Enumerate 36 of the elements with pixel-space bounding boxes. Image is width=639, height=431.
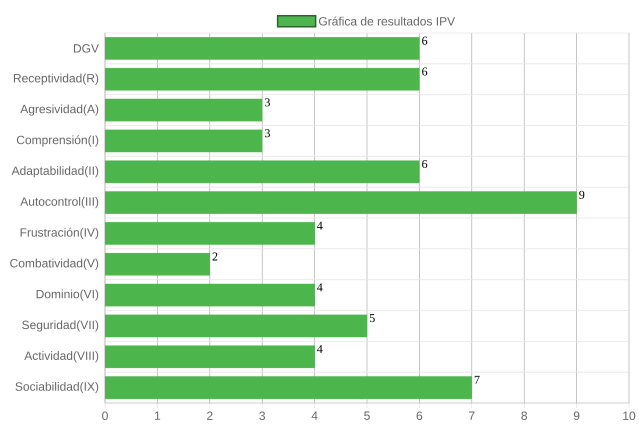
data-label: 7 [474,376,480,384]
data-label: 2 [212,252,218,260]
x-tick-label: 8 [521,412,528,420]
y-tick-label: Actividad(VIII) [24,351,98,362]
data-label: 6 [422,36,428,45]
y-tick-label: Agresividad(A) [20,104,98,116]
x-tick-label: 7 [469,412,475,420]
x-tick-label: 4 [312,412,318,420]
y-tick-label: Dominio(VI) [36,290,98,301]
y-tick-label: Comprensión(I) [16,135,98,147]
y-tick-label: Autocontrol(III) [20,197,98,208]
data-label: 6 [422,160,428,168]
legend-label: Gráfica de resultados IPV [318,16,456,26]
x-tick-label: 3 [259,412,266,420]
x-tick-label: 0 [102,412,108,420]
y-tick-label: Seguridad(VII) [22,320,98,332]
x-tick-label: 1 [154,412,160,420]
x-tick-label: 9 [574,412,580,420]
data-label: 4 [317,283,323,292]
y-tick-label: Combatividad(V) [10,258,98,270]
y-tick-label: DGV [74,44,99,53]
data-label: 6 [422,67,428,76]
data-label: 4 [317,345,323,353]
x-tick-label: 10 [623,412,636,420]
y-tick-label: Frustración(IV) [20,228,98,240]
x-tick-label: 5 [364,412,370,420]
y-tick-label: Receptividad(R) [14,74,98,85]
data-label: 3 [264,98,270,106]
data-label: 9 [579,190,584,199]
x-tick-label: 2 [207,412,213,420]
y-tick-label: Sociabilidad(IX) [15,382,98,394]
x-tick-label: 6 [416,412,422,420]
y-tick-label: Adaptabilidad(II) [12,166,98,178]
data-label: 5 [370,314,375,322]
data-label: 3 [264,129,270,138]
data-label: 4 [317,222,323,230]
